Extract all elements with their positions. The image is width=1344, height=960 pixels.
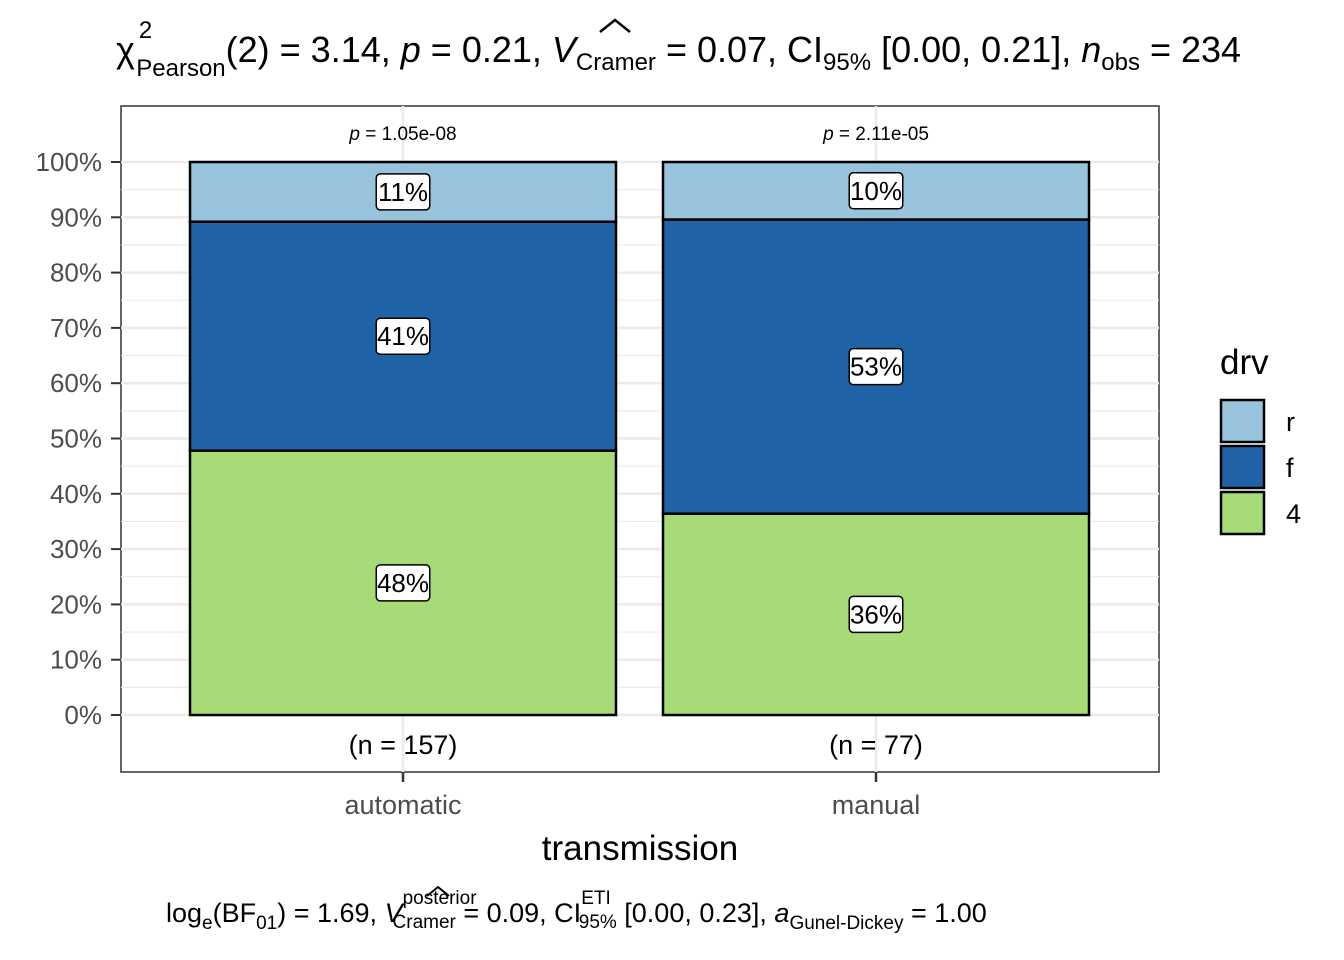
y-tick-label: 100% <box>36 147 103 177</box>
legend: drv rf 4 <box>1219 343 1301 536</box>
y-tick-label: 60% <box>50 368 102 398</box>
data-label: 53% <box>850 352 902 382</box>
data-label: 48% <box>377 568 429 598</box>
x-tick-label: manual <box>832 790 921 820</box>
p-value-label: p = 1.05e-08 <box>348 124 456 145</box>
data-label: 10% <box>850 176 902 206</box>
y-tick-label: 30% <box>50 534 102 564</box>
legend-label: f <box>1286 453 1294 483</box>
data-label-box <box>375 317 431 355</box>
y-tick-label: 0% <box>64 700 102 730</box>
data-label-box <box>848 172 904 210</box>
data-label: 36% <box>850 599 902 629</box>
legend-title: drv <box>1220 343 1269 382</box>
title-v-hat <box>599 18 631 33</box>
x-axis-title: transmission <box>542 829 738 868</box>
chart-subtitle: loge(BF01) = 1.69, Vposterior Cramer = 0.… <box>166 888 987 934</box>
y-tick-label: 70% <box>50 313 102 343</box>
data-label-box <box>375 173 431 211</box>
y-tick-label: 80% <box>50 258 102 288</box>
y-tick-label: 90% <box>50 202 102 232</box>
n-label: (n = 77) <box>829 730 923 760</box>
y-tick-label: 20% <box>50 589 102 619</box>
legend-label: 4 <box>1286 499 1301 529</box>
data-label-box <box>848 347 904 386</box>
data-labels: 48% 41% 11% p = 1.05e-08 (n = 157) 36% 53% 10% p… <box>348 124 929 760</box>
x-axis: automatic manual <box>344 772 920 820</box>
n-label: (n = 157) <box>349 730 458 760</box>
legend-label: r <box>1286 407 1295 437</box>
x-tick-label: automatic <box>344 790 461 820</box>
y-tick-label: 40% <box>50 479 102 509</box>
data-label: 11% <box>378 177 428 207</box>
subtitle-v-hat <box>426 885 450 897</box>
data-label-box <box>375 564 431 602</box>
y-axis: 0% 10% 20% 30% 40% 50% 60% 70% 80% 90% 100% <box>36 147 121 730</box>
legend-swatch <box>1219 398 1266 444</box>
chart-title: χ 2 Pearson(2) = 3.14, p = 0.21, VCramer =… <box>116 17 1241 82</box>
y-tick-label: 50% <box>50 424 102 454</box>
y-tick-label: 10% <box>50 645 102 675</box>
data-label-box <box>848 595 904 634</box>
legend-swatch <box>1219 444 1266 490</box>
p-value-label: p = 2.11e-05 <box>822 124 929 145</box>
legend-swatch <box>1219 490 1266 536</box>
data-label: 41% <box>377 321 429 351</box>
